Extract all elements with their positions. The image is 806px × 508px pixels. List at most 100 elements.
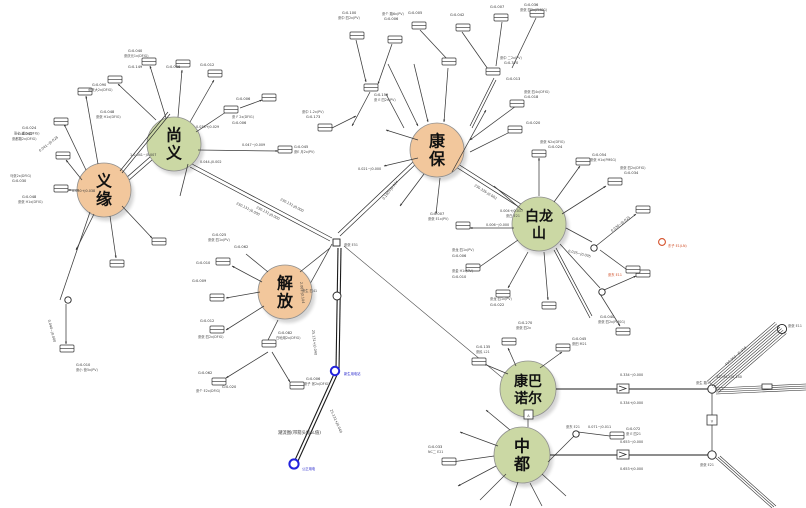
gen-label: G:0.370: [504, 61, 519, 65]
gen-label: G:0.030: [12, 179, 27, 183]
gen-label: G:0.024: [22, 126, 37, 130]
gen-sublabel: 张张 H1x(PMSG): [590, 157, 616, 162]
bus-node[interactable]: [332, 291, 342, 301]
load-symbol: [493, 13, 509, 22]
gen-label: G:0.005: [408, 11, 422, 15]
load-symbol: [277, 145, 293, 154]
impedance-label: 0.653+j0.000: [620, 467, 643, 471]
load-symbol: [77, 87, 93, 96]
voltage-regulator-symbol[interactable]: V: [706, 414, 718, 426]
gen-label: G:0.025: [212, 233, 226, 237]
gen-sublabel: 张张 E1x(PV): [428, 216, 449, 221]
switch-symbol[interactable]: [616, 383, 630, 394]
gen-label: G:0.009: [192, 279, 207, 283]
station-kangbanuoer-line2: 诺尔: [514, 390, 542, 407]
junction-node[interactable]: [332, 238, 341, 247]
switch-symbol[interactable]: [616, 449, 630, 460]
station-jiefang-line2: 放: [276, 292, 294, 311]
bus-node[interactable]: [590, 244, 598, 252]
impedance-label: 0.030~j0.025: [610, 215, 631, 232]
hv-bundle-right: V 张张 E11 张生 路11 张张 E21: [696, 321, 806, 508]
load-symbol: [349, 31, 365, 40]
impedance-label: 0.004+j0.017: [500, 209, 523, 213]
impedance-label: 0.035~j0.005: [568, 249, 591, 258]
feeders-yiyuan: G:0.024 张小 道2x(DFIG) G:0.042 张都路2x(DFIG)…: [10, 87, 171, 372]
impedance-label: 0.334~j0.000: [620, 373, 643, 377]
bus-label: 张张 E11: [788, 323, 802, 328]
gen-sublabel: 张个 路6x(PV): [382, 11, 404, 16]
load-symbol: [411, 21, 427, 30]
gen-label: G:0.033: [428, 445, 442, 449]
gen-sublabel: 张小 营5x(PV): [76, 367, 98, 372]
station-zhongdu[interactable]: 中 都: [493, 426, 553, 487]
load-symbol: [387, 35, 403, 44]
gen-sublabel: 张张 四1x(PV): [208, 237, 230, 242]
load-symbol: [609, 431, 625, 440]
station-shangyi[interactable]: 尚 义: [146, 116, 204, 175]
station-shangyi-line1: 尚: [166, 126, 182, 145]
station-kangbanuoer-line1: 康巴: [514, 373, 542, 390]
impedance-label: 0.050+j0.038: [72, 189, 95, 193]
load-symbol: [509, 99, 525, 108]
gen-label: G:0.006: [306, 377, 321, 381]
bus-node-blue-lower[interactable]: [288, 458, 300, 470]
station-kangbao[interactable]: 康 保: [409, 122, 467, 181]
impedance-label: 0.334+j0.000: [620, 401, 643, 405]
bus-node[interactable]: [572, 430, 580, 438]
gen-sublabel: 张田 M21: [572, 341, 587, 346]
impedance-label: 0.653~j0.000: [620, 440, 643, 444]
bus-node-highlight[interactable]: [658, 238, 666, 246]
impedance-label: 0.041~j0.028: [38, 135, 59, 152]
gen-sublabel: 张中 四2x(PV): [338, 15, 360, 20]
gen-sublabel: 张张 四2x: [516, 325, 531, 330]
transformer-symbol[interactable]: [523, 409, 534, 420]
bus-label: 张张 E21: [700, 462, 714, 467]
station-jiefang-line1: 解: [277, 274, 293, 293]
svg-text:V: V: [711, 420, 714, 424]
gen-sublabel: 张民 L21: [476, 349, 490, 354]
gen-label: G:0.010: [76, 363, 91, 367]
bus-node[interactable]: [598, 288, 606, 296]
bus-node[interactable]: [776, 323, 788, 335]
gen-sublabel: 张金 H1x(PV): [452, 268, 473, 273]
impedance-label: 0.033+j0.029: [196, 125, 219, 129]
load-symbol: [455, 23, 471, 32]
load-symbol: [261, 339, 277, 348]
load-symbol: [607, 177, 623, 186]
impedance-label: 0.040~j0.000: [47, 319, 56, 342]
bus-label: 张张 E51: [344, 242, 358, 247]
bus-node[interactable]: [64, 296, 72, 304]
gen-sublabel: 张张 四2x(PMSG): [598, 319, 625, 324]
gen-label: G:0.048: [22, 195, 37, 199]
station-yiyuan[interactable]: 义 缘: [76, 162, 134, 221]
station-kangbanuoer[interactable]: 康巴 诺尔: [499, 360, 559, 421]
station-jiefang[interactable]: 解 放: [257, 264, 315, 323]
load-symbol: [635, 205, 651, 214]
station-bailongshan[interactable]: 白龙 山: [511, 196, 569, 255]
bus-node-blue-upper[interactable]: [329, 365, 341, 377]
bus-node[interactable]: [707, 384, 717, 394]
station-yiyuan-line1: 义: [96, 172, 112, 191]
gen-sublabel: 张小 道2x(DFIG): [14, 131, 40, 136]
gen-sublabel: 张龙 四1x(PV): [452, 247, 474, 252]
gen-label: G:0.022: [490, 303, 504, 307]
impedance-label: 0.044-j0.002: [200, 160, 222, 164]
bus-label: 张白 E21: [506, 213, 520, 218]
impedance-label: 25.131+j0.040: [329, 409, 343, 434]
load-symbol: [53, 117, 69, 126]
bus-node[interactable]: [707, 450, 717, 460]
load-symbol: [529, 9, 545, 18]
gen-label: G:0.042: [18, 132, 32, 136]
gen-label: G:0.020: [526, 121, 541, 125]
switch-symbol[interactable]: [761, 383, 773, 390]
gen-sublabel: 张子 张2x(DFIG): [304, 381, 330, 386]
feeders-top-center: G:0.100 张中 四2x(PV) G:0.006 张个 路6x(PV) G:…: [302, 3, 550, 153]
gen-sublabel: 张张大2x(DFIG): [88, 87, 112, 92]
bus-node-label-red2: 张东 E11: [608, 272, 622, 277]
gen-label: G:0.013: [506, 77, 520, 81]
gen-sublabel: 张张 四2x(DFIG): [198, 334, 224, 339]
gen-sublabel: 张 F 2x(DFIG): [232, 114, 254, 119]
load-symbol: [495, 289, 511, 298]
impedance-label: 0.021~j0.000: [358, 167, 381, 171]
